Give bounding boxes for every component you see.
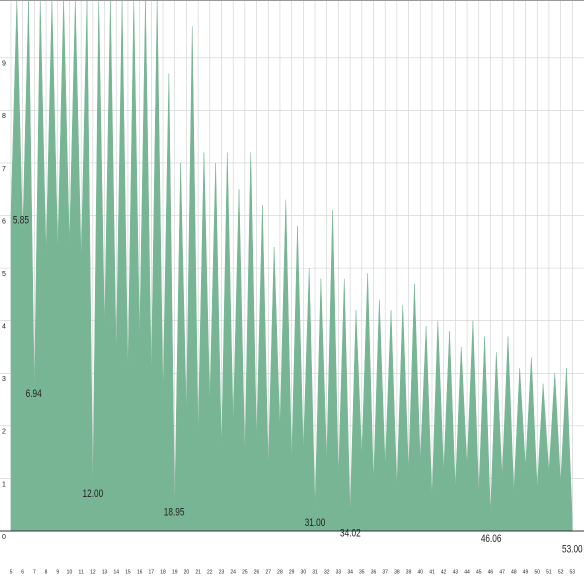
x-tick-label: 43 [453, 569, 459, 575]
x-tick-label: 45 [476, 569, 482, 575]
x-tick-label: 50 [534, 569, 540, 575]
x-tick-label: 26 [254, 569, 260, 575]
x-tick-label: 22 [207, 569, 213, 575]
x-tick-label: 31 [312, 569, 318, 575]
x-tick-label: 19 [172, 569, 178, 575]
x-tick-label: 27 [265, 569, 271, 575]
x-tick-label: 11 [79, 569, 84, 575]
x-tick-label: 52 [558, 569, 564, 575]
annotation: 34.02 [340, 527, 361, 539]
x-tick-label: 25 [242, 569, 248, 575]
x-tick-label: 53 [570, 569, 576, 575]
x-tick-label: 29 [289, 569, 295, 575]
x-tick-label: 13 [102, 569, 108, 575]
y-tick-label: 6 [2, 218, 6, 225]
x-tick-label: 35 [359, 569, 365, 575]
annotation: 53.00 [562, 543, 583, 555]
x-tick-label: 5 [10, 569, 13, 575]
x-tick-label: 36 [371, 569, 377, 575]
x-tick-label: 23 [219, 569, 225, 575]
y-tick-label: 5 [2, 271, 6, 278]
x-tick-label: 40 [418, 569, 424, 575]
x-tick-label: 44 [464, 569, 470, 575]
annotation: 18.95 [164, 506, 185, 518]
x-tick-label: 21 [195, 569, 201, 575]
annotation: 46.06 [481, 533, 502, 545]
x-tick-label: 42 [441, 569, 447, 575]
x-tick-label: 7 [33, 569, 36, 575]
x-tick-label: 20 [184, 569, 190, 575]
x-tick-label: 28 [277, 569, 283, 575]
x-tick-label: 49 [523, 569, 529, 575]
x-tick-label: 9 [56, 569, 59, 575]
x-tick-label: 47 [499, 569, 505, 575]
x-tick-label: 39 [406, 569, 412, 575]
annotation: 5.85 [13, 215, 29, 227]
x-tick-label: 46 [488, 569, 494, 575]
annotation: 6.94 [26, 388, 43, 400]
y-tick-label: 2 [2, 429, 6, 436]
x-tick-label: 32 [324, 569, 330, 575]
x-tick-label: 48 [511, 569, 517, 575]
x-tick-label: 10 [67, 569, 73, 575]
x-tick-label: 34 [347, 569, 353, 575]
x-tick-label: 18 [160, 569, 166, 575]
y-tick-label: 9 [2, 61, 6, 68]
x-tick-label: 12 [90, 569, 96, 575]
area [10, 0, 573, 531]
y-tick-label: 7 [2, 166, 6, 173]
x-tick-label: 38 [394, 569, 400, 575]
x-tick-label: 30 [301, 569, 307, 575]
x-tick-label: 37 [382, 569, 388, 575]
y-tick-label: 0 [2, 534, 6, 541]
x-tick-label: 41 [429, 569, 435, 575]
y-tick-label: 3 [2, 376, 6, 383]
annotation: 31.00 [305, 517, 326, 529]
x-tick-label: 8 [45, 569, 48, 575]
annotation: 12.00 [83, 488, 104, 500]
x-tick-label: 17 [149, 569, 155, 575]
x-tick-label: 14 [113, 569, 119, 575]
y-tick-label: 4 [2, 324, 6, 331]
x-tick-label: 33 [336, 569, 342, 575]
x-tick-label: 16 [137, 569, 143, 575]
y-tick-label: 1 [2, 481, 6, 488]
x-tick-label: 51 [546, 569, 552, 575]
x-tick-label: 24 [230, 569, 236, 575]
x-tick-label: 15 [125, 569, 131, 575]
y-tick-label: 8 [2, 113, 6, 120]
x-tick-label: 6 [21, 569, 24, 575]
